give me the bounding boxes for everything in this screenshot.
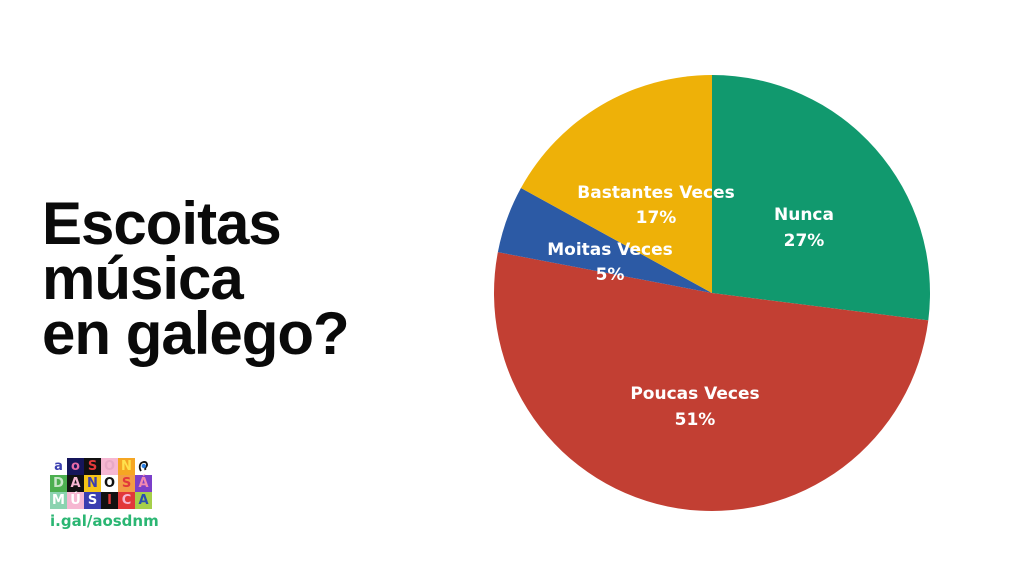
ear-icon [135,458,152,475]
logo-tile-letter: A [67,475,84,492]
slice-label-bastantes-veces: Bastantes Veces [577,183,734,203]
logo-tile-letter: S [84,492,101,509]
logo-tile-letter: A [135,492,152,509]
pie-slices [493,75,930,512]
title-line-2: música [42,245,244,312]
logo-tile-letter: O [101,475,118,492]
pie-slice-poucas-veces [493,252,929,512]
pie-slice-nunca [712,75,930,321]
pie-slice-moitas-veces [497,187,712,293]
slice-value-bastantes-veces: 17% [636,208,677,228]
logo-tile-letter: N [84,475,101,492]
page-title: Escoitas música en galego? [42,190,350,367]
logo-tile-letter: N [118,458,135,475]
logo-tile-letter: C [118,492,135,509]
logo-tile-letter: M [50,492,67,509]
slice-label-nunca: Nunca [774,205,834,225]
slice-label-moitas-veces: Moitas Veces [547,240,673,260]
pie-slice-bastantes-veces [520,75,712,293]
slice-value-nunca: 27% [784,231,825,251]
logo-tile-letter: Ú [67,492,84,509]
logo-tile-letter: Á [135,475,152,492]
logo-tile-letter: D [50,475,67,492]
title-line-3: en galego? [42,300,350,367]
logo-tile-letter: O [101,458,118,475]
logo-tile-letter: o [67,458,84,475]
logo-tile-letter: S [118,475,135,492]
slice-value-moitas-veces: 5% [596,265,625,285]
logo-tile-letter: a [50,458,67,475]
logo-tile-letter: S [84,458,101,475]
slice-label-poucas-veces: Poucas Veces [630,384,759,404]
logo-tile-letter: I [101,492,118,509]
title-line-1: Escoitas [42,190,282,257]
slice-value-poucas-veces: 51% [675,410,716,430]
logo-url[interactable]: i.gal/aosdnm [50,512,159,530]
